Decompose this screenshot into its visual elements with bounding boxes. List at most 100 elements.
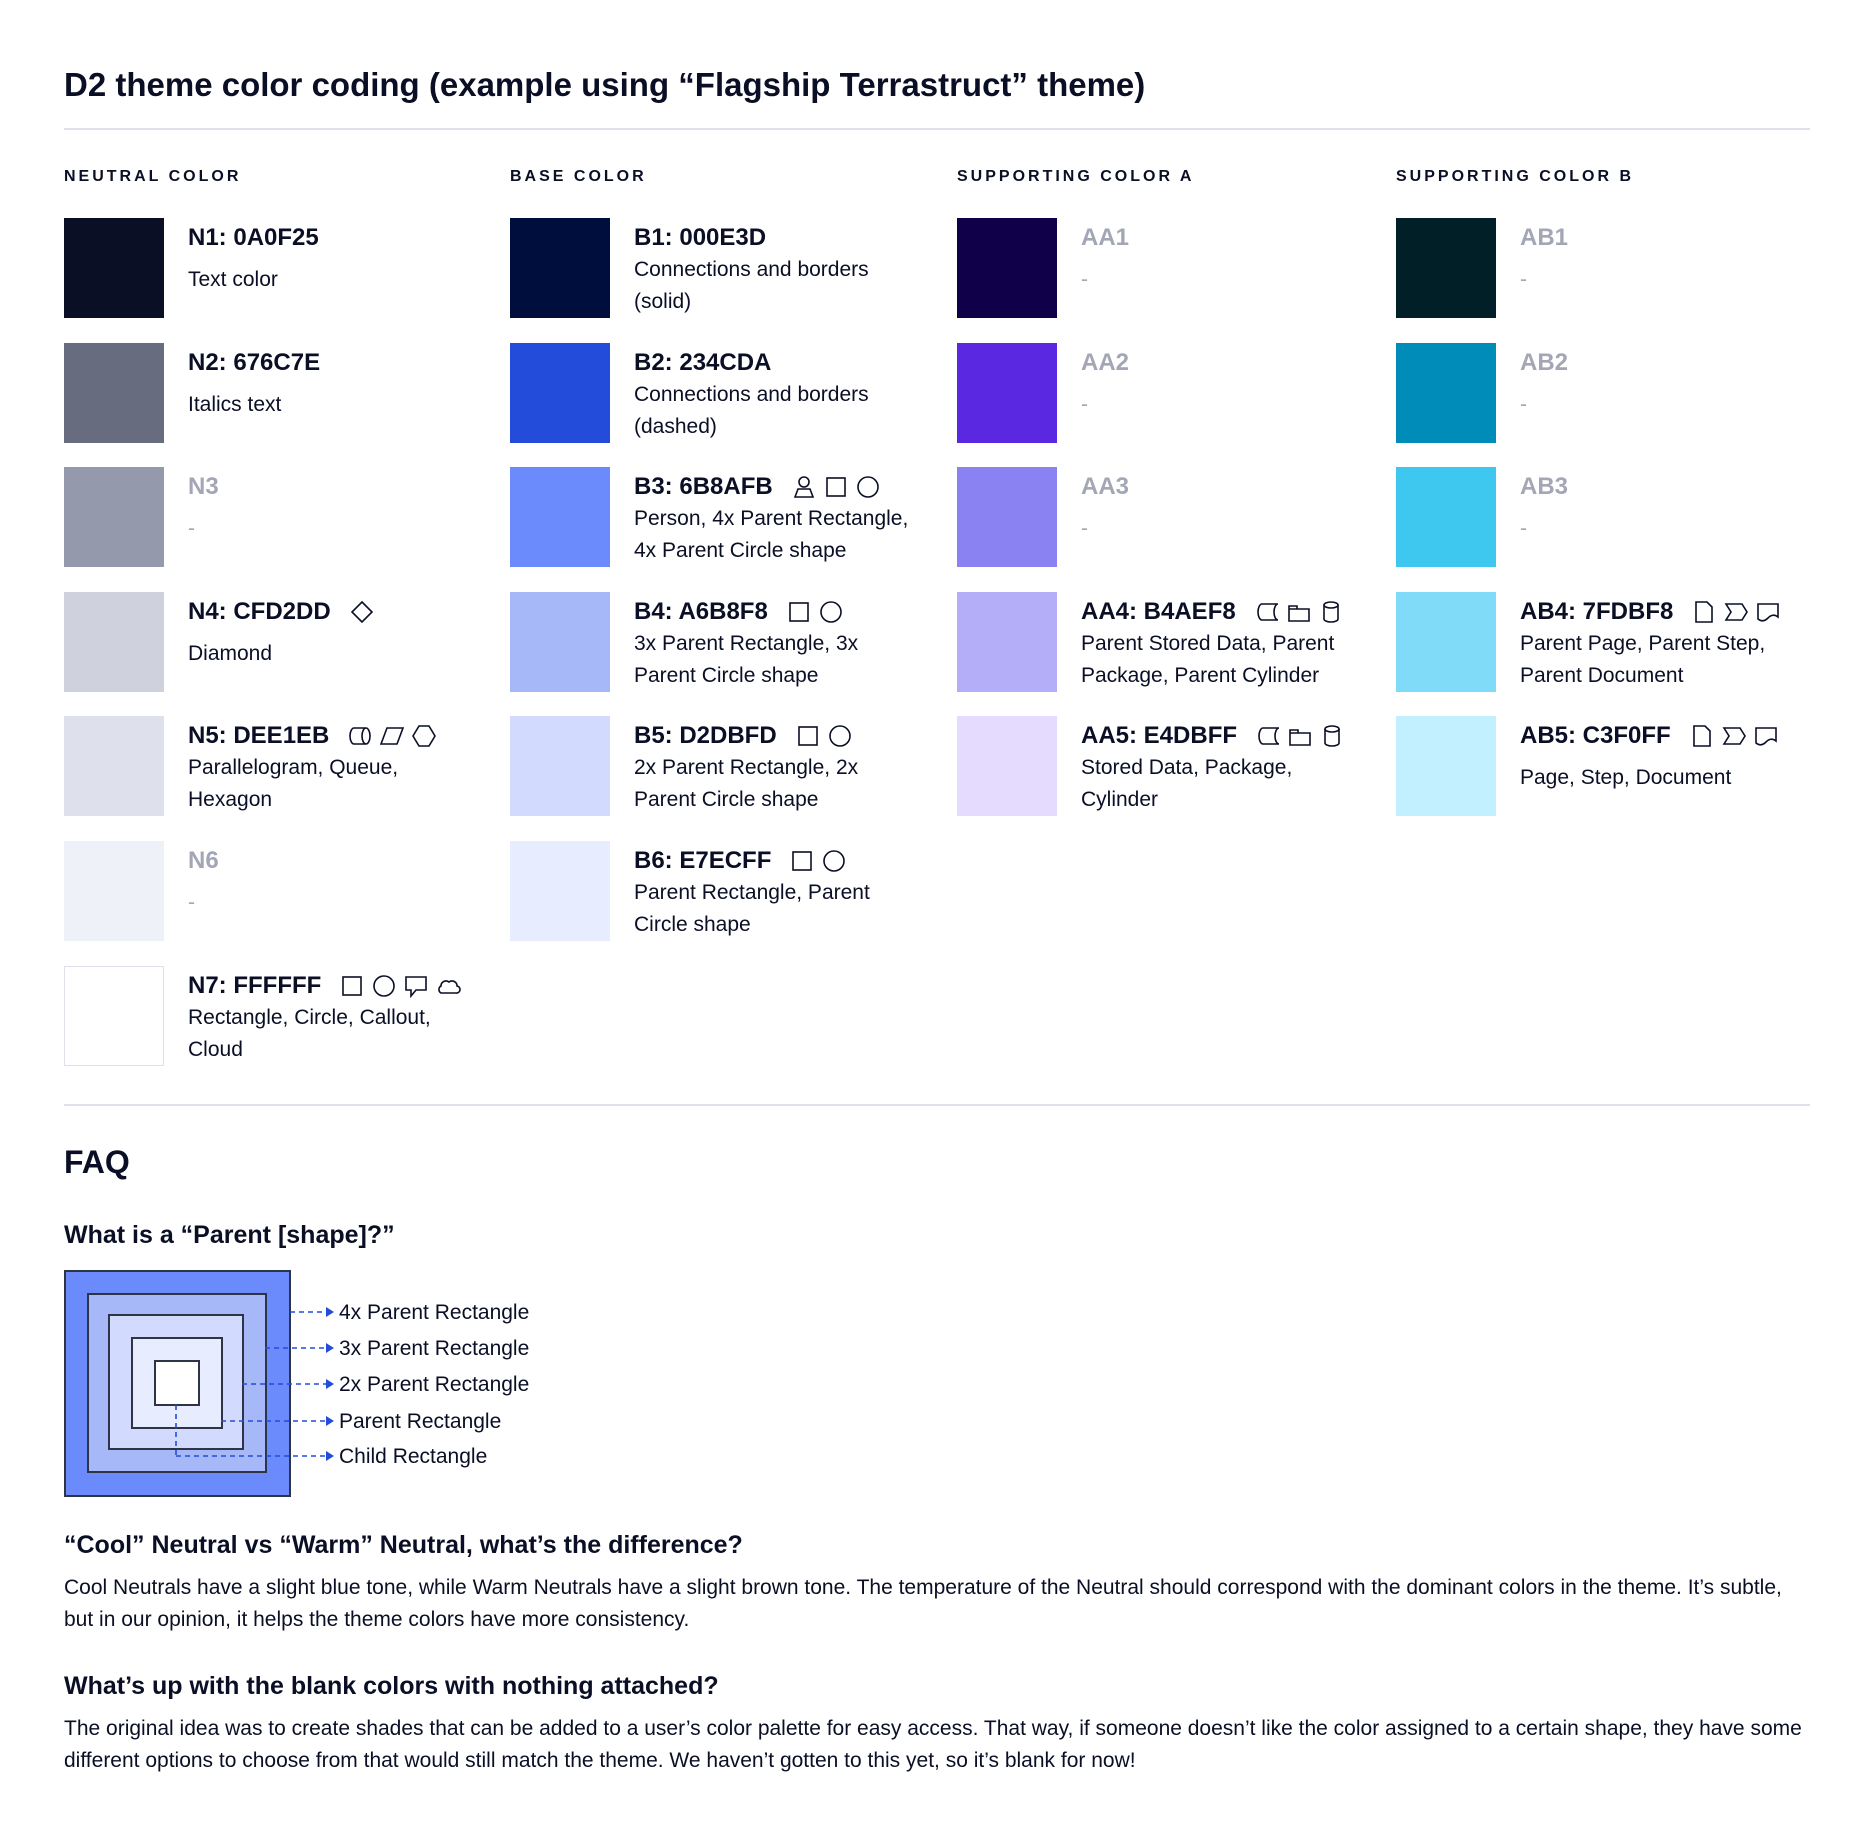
package-icon xyxy=(1287,604,1310,622)
step-icon xyxy=(1722,727,1746,746)
column-heading: SUPPORTING COLOR A xyxy=(957,168,1195,185)
color-entry: B5: D2DBFD 2x Parent Rectangle, 2x Paren… xyxy=(510,716,908,817)
diagram-label: Parent Rectangle xyxy=(339,1410,501,1433)
color-code: N5: DEE1EB xyxy=(188,722,330,750)
color-swatch xyxy=(64,467,164,568)
color-column: NEUTRAL COLOR N1: 0A0F25 Text color N2: … xyxy=(64,168,462,1090)
page-icon xyxy=(1695,600,1714,623)
color-swatch xyxy=(64,716,164,817)
column-heading: BASE COLOR xyxy=(510,168,647,185)
color-usage: Stored Data, Package, Cylinder xyxy=(1081,756,1293,812)
page-icon xyxy=(1692,725,1711,748)
color-column: BASE COLOR B1: 000E3D Connections and bo… xyxy=(510,168,908,966)
shape-icons xyxy=(1255,723,1345,749)
color-swatch xyxy=(957,591,1057,692)
color-code: B2: 234CDA xyxy=(634,348,772,376)
shape-icons xyxy=(1691,599,1781,625)
color-usage: 2x Parent Rectangle, 2x Parent Circle sh… xyxy=(634,756,859,812)
color-entry: AB4: 7FDBF8 Parent Page, Parent Step, Pa… xyxy=(1396,591,1781,692)
color-code: AA3 xyxy=(1081,473,1130,501)
color-code: N4: CFD2DD xyxy=(188,597,331,625)
color-code: B6: E7ECFF xyxy=(634,846,772,874)
faq-question-parent: What is a “Parent [shape]?” xyxy=(64,1221,395,1249)
color-code: N3 xyxy=(188,473,219,501)
color-usage: Text color xyxy=(188,268,278,291)
color-usage: Italics text xyxy=(188,392,282,416)
color-swatch xyxy=(64,342,164,443)
color-swatch xyxy=(957,342,1057,443)
color-entry: N6 - xyxy=(64,840,461,941)
color-swatch xyxy=(1396,342,1496,443)
document-icon xyxy=(1757,602,1780,622)
diamond-icon xyxy=(350,600,373,623)
color-code: AA4: B4AEF8 xyxy=(1081,597,1236,625)
color-code: B5: D2DBFD xyxy=(634,722,777,750)
color-entry: AB2 - xyxy=(1396,342,1781,443)
color-usage: Diamond xyxy=(188,641,273,665)
color-entry: N7: FFFFFF Rectangle, Circle, Callout, C… xyxy=(64,965,462,1066)
rectangle-icon xyxy=(342,975,363,996)
color-entry: N5: DEE1EB Parallelogram, Queue, Hexagon xyxy=(64,716,461,817)
color-swatch xyxy=(1396,467,1496,568)
diagram-label: 4x Parent Rectangle xyxy=(339,1301,529,1324)
divider xyxy=(64,128,1810,130)
color-column: SUPPORTING COLOR A AA1 - AA2 - AA3 - AA4… xyxy=(957,168,1345,841)
color-code: B3: 6B8AFB xyxy=(634,473,773,501)
color-entry: N1: 0A0F25 Text color xyxy=(64,218,461,318)
color-swatch xyxy=(64,591,164,692)
cylinder-icon xyxy=(1322,600,1339,623)
color-swatch xyxy=(510,467,610,568)
color-entry: AA3 - xyxy=(957,467,1345,568)
color-swatch xyxy=(510,218,610,318)
color-swatch xyxy=(957,716,1057,817)
color-entry: B1: 000E3D Connections and borders (soli… xyxy=(510,218,908,318)
color-entry: B6: E7ECFF Parent Rectangle, Parent Circ… xyxy=(510,840,908,941)
color-code: N7: FFFFFF xyxy=(188,971,322,999)
column-heading: SUPPORTING COLOR B xyxy=(1396,168,1635,185)
rectangle-icon xyxy=(789,601,809,622)
child-rectangle xyxy=(154,1360,200,1406)
shape-icons xyxy=(349,599,375,625)
color-usage: Parent Page, Parent Step, Parent Documen… xyxy=(1520,631,1766,687)
diagram-label: 2x Parent Rectangle xyxy=(339,1373,529,1396)
shape-icons xyxy=(1254,599,1344,625)
divider xyxy=(64,1104,1810,1106)
color-code: AB5: C3F0FF xyxy=(1520,722,1671,750)
color-code: N2: 676C7E xyxy=(188,348,321,376)
color-usage: - xyxy=(1520,517,1527,541)
callout-icon xyxy=(405,975,428,998)
color-entry: AB5: C3F0FF Page, Step, Document xyxy=(1396,716,1781,817)
color-code: B4: A6B8F8 xyxy=(634,597,768,625)
color-usage: Person, 4x Parent Rectangle, 4x Parent C… xyxy=(634,507,909,563)
color-usage: Page, Step, Document xyxy=(1520,766,1732,790)
color-entry: AB1 - xyxy=(1396,218,1781,318)
color-column: SUPPORTING COLOR B AB1 - AB2 - AB3 - AB4… xyxy=(1396,168,1781,841)
color-usage: Parent Stored Data, Parent Package, Pare… xyxy=(1081,631,1335,687)
color-usage: Parallelogram, Queue, Hexagon xyxy=(188,756,399,812)
diagram-label: Child Rectangle xyxy=(339,1445,487,1468)
color-usage: - xyxy=(1520,392,1527,416)
shape-icons xyxy=(1689,723,1779,749)
color-swatch xyxy=(510,716,610,817)
shape-icons xyxy=(339,973,462,999)
circle-icon xyxy=(823,850,846,872)
rectangle-icon xyxy=(792,851,813,871)
color-swatch xyxy=(1396,218,1496,318)
color-usage: - xyxy=(1520,268,1527,291)
color-usage: Parent Rectangle, Parent Circle shape xyxy=(634,880,870,936)
color-code: AA5: E4DBFF xyxy=(1081,722,1238,750)
faq-heading: FAQ xyxy=(64,1144,130,1180)
color-entry: AA1 - xyxy=(957,218,1345,318)
color-entry: B4: A6B8F8 3x Parent Rectangle, 3x Paren… xyxy=(510,591,908,692)
page-title: D2 theme color coding (example using “Fl… xyxy=(64,66,1146,103)
color-swatch xyxy=(510,591,610,692)
color-entry: AA2 - xyxy=(957,342,1345,443)
color-swatch xyxy=(1396,591,1496,692)
stored-data-icon xyxy=(1258,727,1280,746)
color-entry: B3: 6B8AFB Person, 4x Parent Rectangle, … xyxy=(510,467,909,568)
color-swatch xyxy=(1396,716,1496,817)
faq-question-blank: What’s up with the blank colors with not… xyxy=(64,1672,719,1700)
color-swatch xyxy=(64,840,164,941)
color-code: AA2 xyxy=(1081,348,1130,376)
circle-icon xyxy=(828,725,851,748)
